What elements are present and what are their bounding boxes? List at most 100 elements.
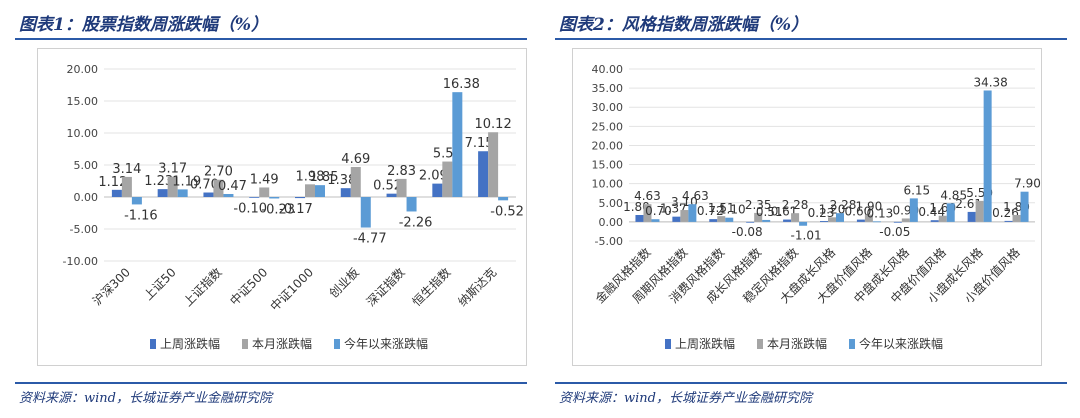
data-label: 1.10 <box>719 203 746 217</box>
data-label: 4.63 <box>682 189 709 203</box>
bar <box>213 179 224 197</box>
bar <box>360 197 371 228</box>
y-tick-label: 35.00 <box>592 82 624 95</box>
bar <box>635 215 644 222</box>
bar <box>1004 220 1013 222</box>
bar <box>396 178 407 197</box>
data-label: 1.49 <box>250 172 279 187</box>
data-label: -0.52 <box>490 204 524 219</box>
legend-label: 上周涨跌幅 <box>675 336 735 351</box>
bar <box>340 188 351 197</box>
y-tick-label: 20.00 <box>592 139 624 152</box>
bar <box>828 217 836 222</box>
bar <box>983 90 992 222</box>
data-label: -4.77 <box>353 232 387 247</box>
data-label: 4.85 <box>940 188 967 202</box>
chart-frame: 20.00 15.00 10.00 5.00 0.00 -5.00 -10.00 1.12 1.… <box>37 48 527 366</box>
bar <box>709 219 718 222</box>
bar <box>295 197 305 199</box>
data-label: 7.90 <box>1014 177 1041 191</box>
data-label: -0.17 <box>279 202 313 217</box>
data-label: 1.12 <box>98 175 127 190</box>
bar <box>269 197 280 199</box>
bar <box>909 198 918 222</box>
bar <box>893 221 902 223</box>
data-label: 34.38 <box>973 75 1007 89</box>
data-label: 6.15 <box>903 183 930 197</box>
bar <box>305 184 315 197</box>
bar <box>754 212 763 222</box>
data-label: 2.09 <box>419 169 448 184</box>
bar <box>177 189 188 197</box>
y-tick-label: 15.00 <box>67 95 99 108</box>
bar <box>157 189 168 197</box>
data-label: 0.47 <box>218 179 247 194</box>
data-label: 2.83 <box>387 164 416 179</box>
data-label: 0.52 <box>373 179 402 194</box>
category-label: 纳斯达克 <box>455 265 499 309</box>
data-label: 1.37 <box>660 202 687 216</box>
y-tick-label: 40.00 <box>592 63 624 76</box>
y-tick-label: 25.00 <box>592 120 624 133</box>
data-label: 1.20 <box>819 202 846 216</box>
source-note: 资料来源：wind，长城证券产业金融研究院 <box>559 391 812 406</box>
legend-swatch <box>665 339 671 349</box>
data-label: 1.90 <box>856 200 883 214</box>
figure-title: 图表2：风格指数周涨跌幅（%） <box>559 15 808 35</box>
category-label: 上证指数 <box>180 265 225 310</box>
bar <box>967 211 976 222</box>
bar <box>783 219 792 222</box>
bar <box>223 193 234 197</box>
category-label: 深证指数 <box>363 265 408 310</box>
title-rule <box>15 38 527 40</box>
bar <box>872 221 881 223</box>
data-label: 1.98 <box>296 169 325 184</box>
data-label: 0.70 <box>190 178 219 193</box>
figure-title: 图表1：股票指数周涨跌幅（%） <box>19 15 268 35</box>
stock-index-bar-chart: 20.00 15.00 10.00 5.00 0.00 -5.00 -10.00 1.12 1.… <box>63 63 524 351</box>
bar <box>901 218 910 222</box>
bar <box>406 197 417 212</box>
bar <box>1012 215 1021 222</box>
data-label: 0.44 <box>918 205 945 219</box>
y-tick-label: -5.00 <box>70 223 98 236</box>
category-label: 恒生指数 <box>409 265 454 310</box>
bar <box>643 204 652 222</box>
bar <box>478 151 489 197</box>
bar <box>651 219 660 222</box>
data-label: 2.61 <box>955 197 982 211</box>
bar <box>350 166 361 197</box>
bar <box>820 221 828 222</box>
bar <box>975 200 984 222</box>
data-label: 7.15 <box>465 136 494 151</box>
y-tick-label: -5.00 <box>595 235 623 248</box>
data-label: 3.14 <box>112 162 141 177</box>
bar <box>167 176 178 197</box>
data-label: 2.28 <box>830 198 857 212</box>
data-label: 0.70 <box>645 204 672 218</box>
bar <box>856 219 865 222</box>
y-tick-label: -10.00 <box>63 255 98 268</box>
bar <box>680 210 689 222</box>
category-label: 沪深300 <box>90 265 133 308</box>
data-label: -1.01 <box>791 229 822 243</box>
legend-swatch <box>242 339 248 349</box>
data-label: -0.08 <box>732 225 763 239</box>
data-label: 1.51 <box>708 201 735 215</box>
bar <box>946 203 955 222</box>
y-tick-label: 15.00 <box>592 159 624 172</box>
bar <box>249 197 260 198</box>
legend-swatch <box>757 339 763 349</box>
bar <box>442 161 453 197</box>
data-label: 1.80 <box>623 200 650 214</box>
legend-label: 本月涨跌幅 <box>252 336 312 351</box>
bar <box>688 204 697 222</box>
y-tick-label: 5.00 <box>74 159 99 172</box>
data-label: 1.19 <box>172 174 201 189</box>
data-label: 3.17 <box>158 162 187 177</box>
bar <box>791 213 800 222</box>
data-label: 10.12 <box>475 117 512 132</box>
bar <box>799 221 808 226</box>
category-label: 中证500 <box>227 265 271 309</box>
data-label: 0.51 <box>756 205 783 219</box>
